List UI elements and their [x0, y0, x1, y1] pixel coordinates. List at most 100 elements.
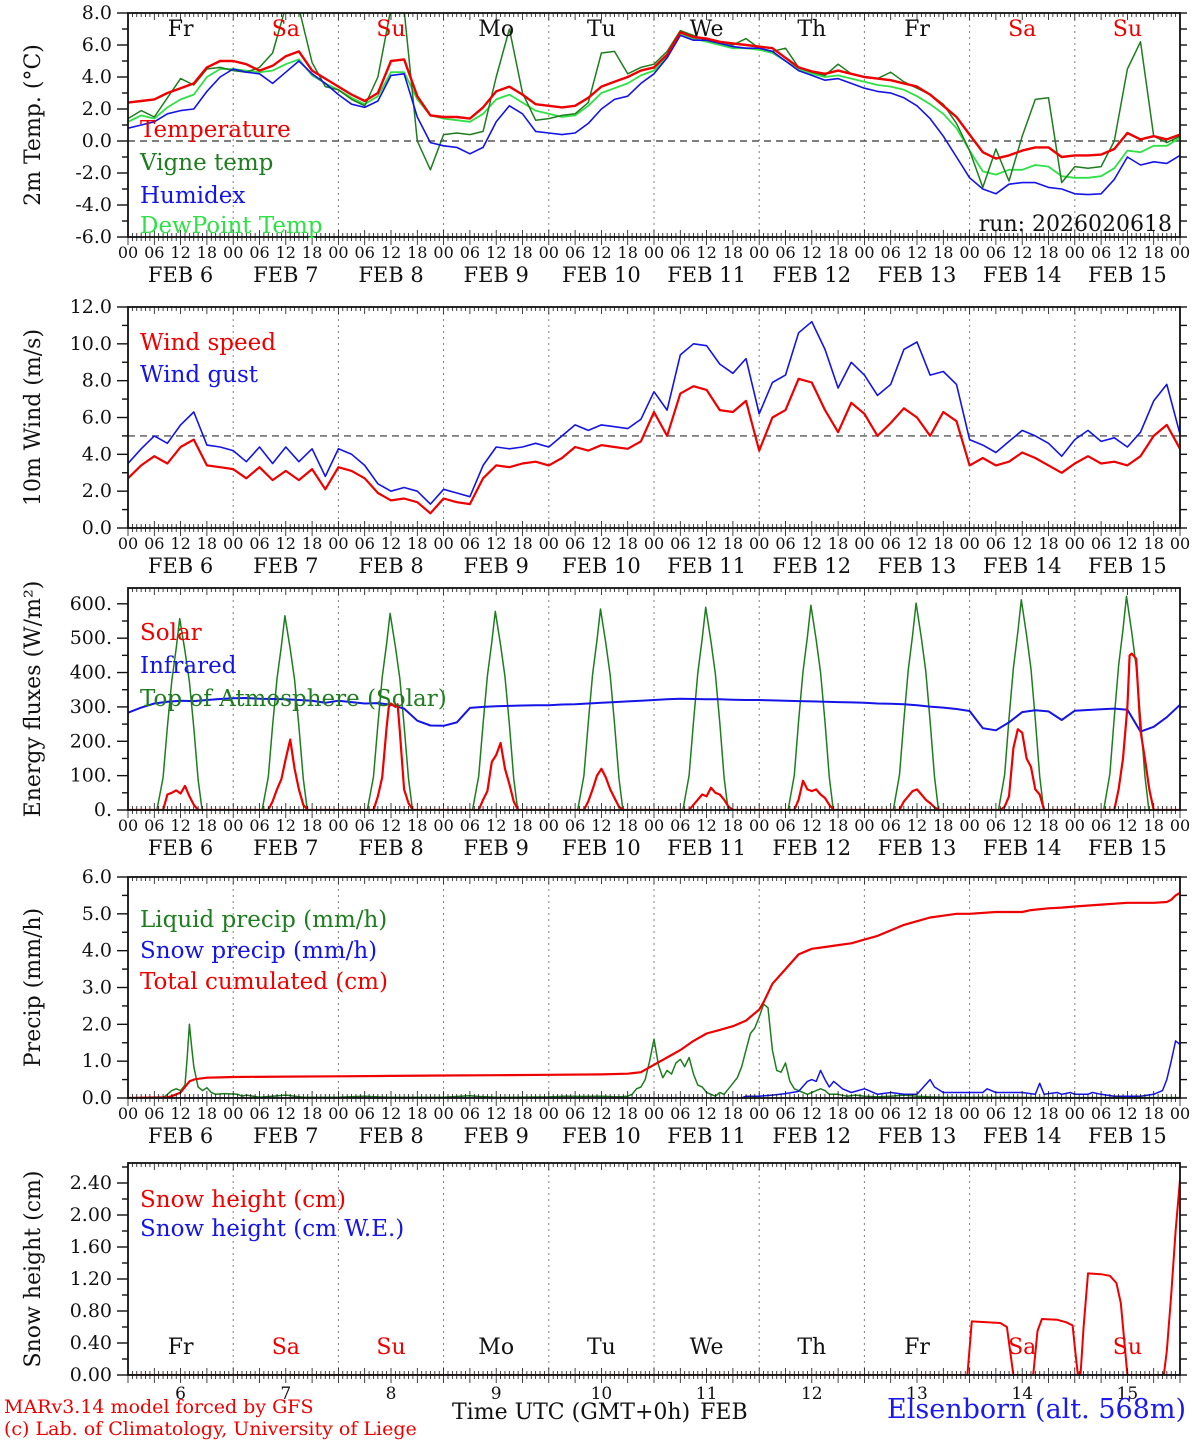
y-tick-label: 500.: [70, 627, 112, 649]
hour-label: 12: [381, 534, 401, 553]
hour-label: 06: [775, 243, 795, 262]
hour-label: 18: [1038, 243, 1058, 262]
legend-snow-height-cm-: Snow height (cm): [140, 1187, 346, 1213]
hour-label: 00: [118, 816, 138, 835]
hour-label: 06: [144, 534, 164, 553]
day-name-label: Th: [797, 1335, 826, 1360]
panel-frame: [127, 587, 1181, 811]
hour-label: 06: [986, 243, 1006, 262]
hour-label: 06: [881, 534, 901, 553]
hour-label: 00: [644, 1104, 664, 1123]
hour-label: 00: [118, 1104, 138, 1123]
legend-temperature: Temperature: [140, 117, 291, 143]
hour-label: 18: [723, 1104, 743, 1123]
hour-label: 12: [381, 1104, 401, 1123]
y-axis-title: Snow height (cm): [21, 1171, 46, 1368]
model-credit-line2: (c) Lab. of Climatology, University of L…: [4, 1418, 417, 1440]
series-group: [128, 595, 1180, 810]
day-name-label: Sa: [1008, 17, 1036, 42]
hour-label: 00: [854, 534, 874, 553]
date-label: FEB 15: [1088, 836, 1167, 860]
date-label: FEB 11: [667, 1124, 746, 1148]
hour-label: 18: [1144, 243, 1164, 262]
date-label: FEB 11: [667, 263, 746, 287]
hour-label: 18: [302, 534, 322, 553]
hour-label: 18: [407, 816, 427, 835]
hour-label: 06: [249, 816, 269, 835]
hour-label: 06: [775, 816, 795, 835]
day-name-label: Mo: [478, 1335, 514, 1360]
y-tick-label: 10.0: [70, 333, 112, 355]
date-label: FEB 7: [253, 554, 318, 578]
hour-label: 00: [433, 1104, 453, 1123]
hour-label: 12: [802, 243, 822, 262]
day-number-label: 14: [1011, 1384, 1033, 1404]
series-top-of-atmosphere-solar-: [128, 595, 1180, 810]
day-number-label: 11: [696, 1384, 718, 1404]
y-tick-label: 1.0: [82, 1050, 112, 1072]
hour-label: 06: [881, 243, 901, 262]
date-label: FEB 12: [772, 554, 851, 578]
panel-4-group: 0.0 1.0 2.0 3.0 4.0 5.0 6.0 Precip (mm/h) Liquid…: [21, 866, 1190, 1148]
y-tick-label: 0.0: [82, 517, 112, 539]
y-tick-label: 2.00: [70, 1204, 112, 1226]
hour-label: 12: [907, 534, 927, 553]
hour-label: 00: [328, 1104, 348, 1123]
hour-label: 18: [1144, 534, 1164, 553]
y-tick-label: 1.20: [70, 1268, 112, 1290]
date-label: FEB 9: [464, 263, 529, 287]
y-axis-title: Precip (mm/h): [21, 908, 46, 1067]
hour-label: 18: [407, 243, 427, 262]
y-tick-label: 8.0: [82, 2, 112, 24]
hour-label: 12: [486, 1104, 506, 1123]
hour-label: 18: [197, 534, 217, 553]
hour-label: 18: [828, 534, 848, 553]
hour-label: 18: [407, 534, 427, 553]
hour-label: 06: [460, 1104, 480, 1123]
day-number-label: 6: [175, 1384, 186, 1404]
hour-label: 06: [986, 816, 1006, 835]
hour-label: 06: [249, 534, 269, 553]
hour-label: 12: [1012, 243, 1032, 262]
hour-label: 00: [644, 816, 664, 835]
date-label: FEB 10: [562, 554, 641, 578]
y-tick-label: 2.0: [82, 480, 112, 502]
model-credit: MARv3.14 model forced by GFS (c) Lab. of…: [4, 1396, 417, 1440]
hour-label: 12: [802, 1104, 822, 1123]
series-group: [128, 13, 1180, 196]
date-label: FEB 11: [667, 836, 746, 860]
day-name-label: Su: [376, 17, 405, 42]
hour-label: 00: [433, 816, 453, 835]
hour-label: 12: [1117, 243, 1137, 262]
legend-snow-height-cm-w-e-: Snow height (cm W.E.): [140, 1216, 404, 1242]
day-name-label: Fr: [168, 1335, 194, 1360]
hour-label: 06: [355, 534, 375, 553]
hour-label: 18: [933, 816, 953, 835]
hour-label: 12: [276, 534, 296, 553]
hour-label: 06: [460, 816, 480, 835]
y-tick-label: 0.00: [70, 1364, 112, 1386]
date-label: FEB 9: [464, 836, 529, 860]
hour-label: 00: [749, 1104, 769, 1123]
hour-label: 00: [223, 1104, 243, 1123]
date-label: FEB 14: [983, 836, 1062, 860]
day-name-label: We: [690, 1335, 724, 1360]
hour-label: 18: [197, 1104, 217, 1123]
day-name-label: Fr: [904, 1335, 930, 1360]
hour-label: 06: [881, 816, 901, 835]
day-number-label: 13: [906, 1384, 928, 1404]
date-label: FEB 12: [772, 1124, 851, 1148]
hour-label: 18: [933, 243, 953, 262]
hour-label: 06: [1091, 534, 1111, 553]
hour-label: 06: [144, 1104, 164, 1123]
hour-label: 18: [197, 816, 217, 835]
hour-label: 12: [276, 243, 296, 262]
hour-label: 18: [828, 243, 848, 262]
hour-label: 06: [670, 816, 690, 835]
panel-2-group: 0.0 2.0 4.0 6.0 8.0 10.0 12.0 10m Wind (m/s) Win…: [21, 296, 1190, 578]
hour-label: 06: [144, 816, 164, 835]
legend-dewpoint-temp: DewPoint Temp: [140, 213, 323, 239]
hour-label: 06: [144, 243, 164, 262]
hour-label: 00: [854, 1104, 874, 1123]
hour-label: 12: [907, 1104, 927, 1123]
